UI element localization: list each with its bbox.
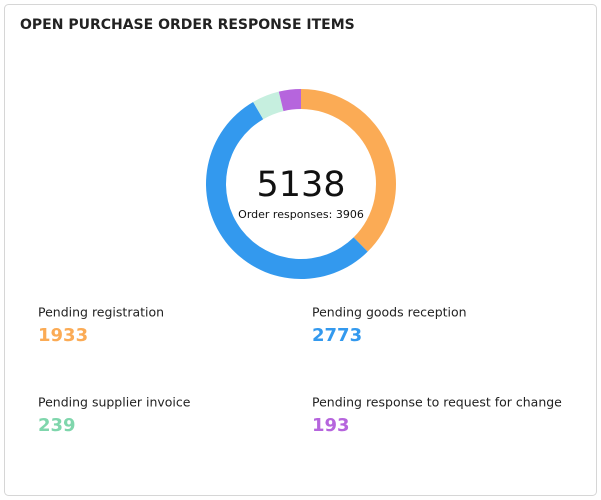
legend-value: 1933 [38,325,88,346]
center-value: 5138 [256,165,345,205]
legend-label: Pending registration [38,305,164,320]
donut-segment [206,101,368,279]
widget-title: OPEN PURCHASE ORDER RESPONSE ITEMS [20,17,355,33]
legend-label: Pending goods reception [312,305,467,320]
card [4,4,597,496]
legend-label: Pending supplier invoice [38,395,191,410]
donut-segment [278,89,301,112]
donut-segment [301,89,397,252]
legend-value: 2773 [312,325,362,346]
legend-value: 239 [38,415,76,436]
center-label: Order responses: 3906 [238,208,364,221]
legend-label: Pending response to request for change [312,395,562,410]
legend-value: 193 [312,415,350,436]
donut-segment [253,91,284,120]
